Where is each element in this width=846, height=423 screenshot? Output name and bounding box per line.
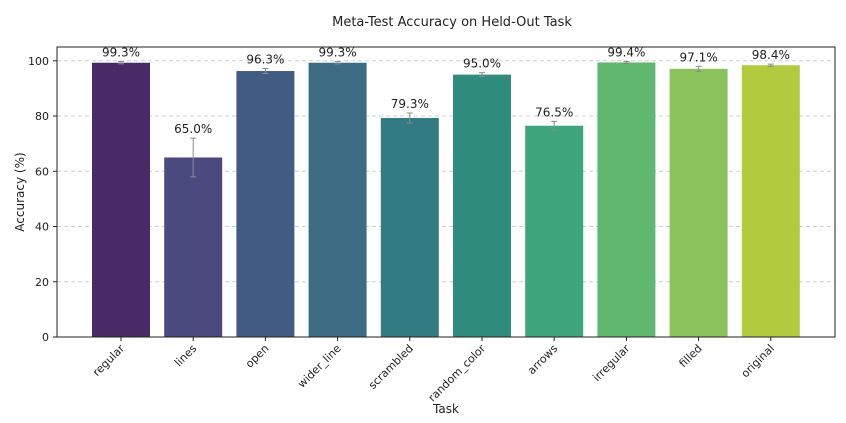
error-bar-regular: [118, 61, 124, 65]
y-tick-label-3: 60: [35, 165, 49, 178]
x-tick-label-lines: lines: [172, 342, 199, 369]
error-bar-open: [262, 68, 269, 75]
x-tick-label-open: open: [243, 342, 272, 371]
data-label-arrows: 76.5%: [535, 105, 573, 119]
x-tick-label-wider_line: wider_line: [295, 342, 344, 391]
bar-lines: [164, 157, 223, 337]
error-bar-wider_line: [334, 61, 341, 65]
data-label-open: 96.3%: [246, 53, 284, 67]
y-tick-label-4: 80: [35, 110, 49, 123]
x-tick-label-arrows: arrows: [525, 342, 560, 377]
data-label-scrambled: 79.3%: [391, 97, 429, 111]
bar-layer: [92, 62, 800, 338]
error-bar-arrows: [551, 120, 558, 131]
x-axis-label: Task: [432, 402, 459, 416]
x-tick-label-irregular: irregular: [590, 342, 633, 385]
x-axis: regular lines open wider_line scrambled rando…: [90, 337, 777, 404]
data-label-original: 98.4%: [752, 48, 790, 62]
error-bar-random_color: [479, 72, 485, 78]
data-label-layer: 99.3% 65.0% 96.3% 99.3% 79.3% 95.0% 76.5% 99.4%…: [102, 46, 790, 137]
bar-original: [741, 65, 800, 337]
y-tick-label-5: 100: [28, 55, 49, 68]
plot-frame: [56, 46, 836, 338]
error-bar-original: [767, 63, 774, 67]
bar-scrambled: [380, 117, 439, 337]
error-bar-layer: [118, 61, 774, 178]
data-label-random_color: 95.0%: [463, 57, 501, 71]
error-bar-lines: [190, 137, 197, 178]
bar-irregular: [597, 62, 656, 337]
x-tick-label-random_color: random_color: [426, 342, 489, 405]
y-tick-label-2: 40: [35, 221, 49, 234]
error-bar-filled: [695, 65, 702, 72]
data-label-irregular: 99.4%: [607, 46, 645, 60]
y-axis: 0 20 40 60 80 100: [28, 55, 57, 344]
error-bar-irregular: [623, 61, 630, 64]
data-label-regular: 99.3%: [102, 46, 140, 60]
x-tick-label-filled: filled: [677, 342, 705, 370]
y-tick-label-1: 20: [35, 276, 49, 289]
bar-random_color: [453, 74, 511, 337]
error-bar-scrambled: [406, 112, 413, 124]
x-tick-label-original: original: [739, 342, 777, 380]
x-tick-label-regular: regular: [90, 342, 127, 379]
chart-title: Meta-Test Accuracy on Held-Out Task: [332, 15, 572, 30]
y-tick-label-0: 0: [42, 331, 49, 344]
x-tick-label-scrambled: scrambled: [366, 342, 416, 392]
bar-regular: [92, 62, 150, 337]
bar-arrows: [525, 125, 584, 337]
data-label-filled: 97.1%: [680, 50, 718, 64]
bar-filled: [669, 68, 728, 338]
data-label-wider_line: 99.3%: [319, 46, 357, 60]
bar-wider_line: [308, 62, 367, 337]
y-axis-label: Accuracy (%): [13, 152, 27, 231]
bar-open: [236, 71, 295, 338]
data-label-lines: 65.0%: [174, 122, 212, 136]
